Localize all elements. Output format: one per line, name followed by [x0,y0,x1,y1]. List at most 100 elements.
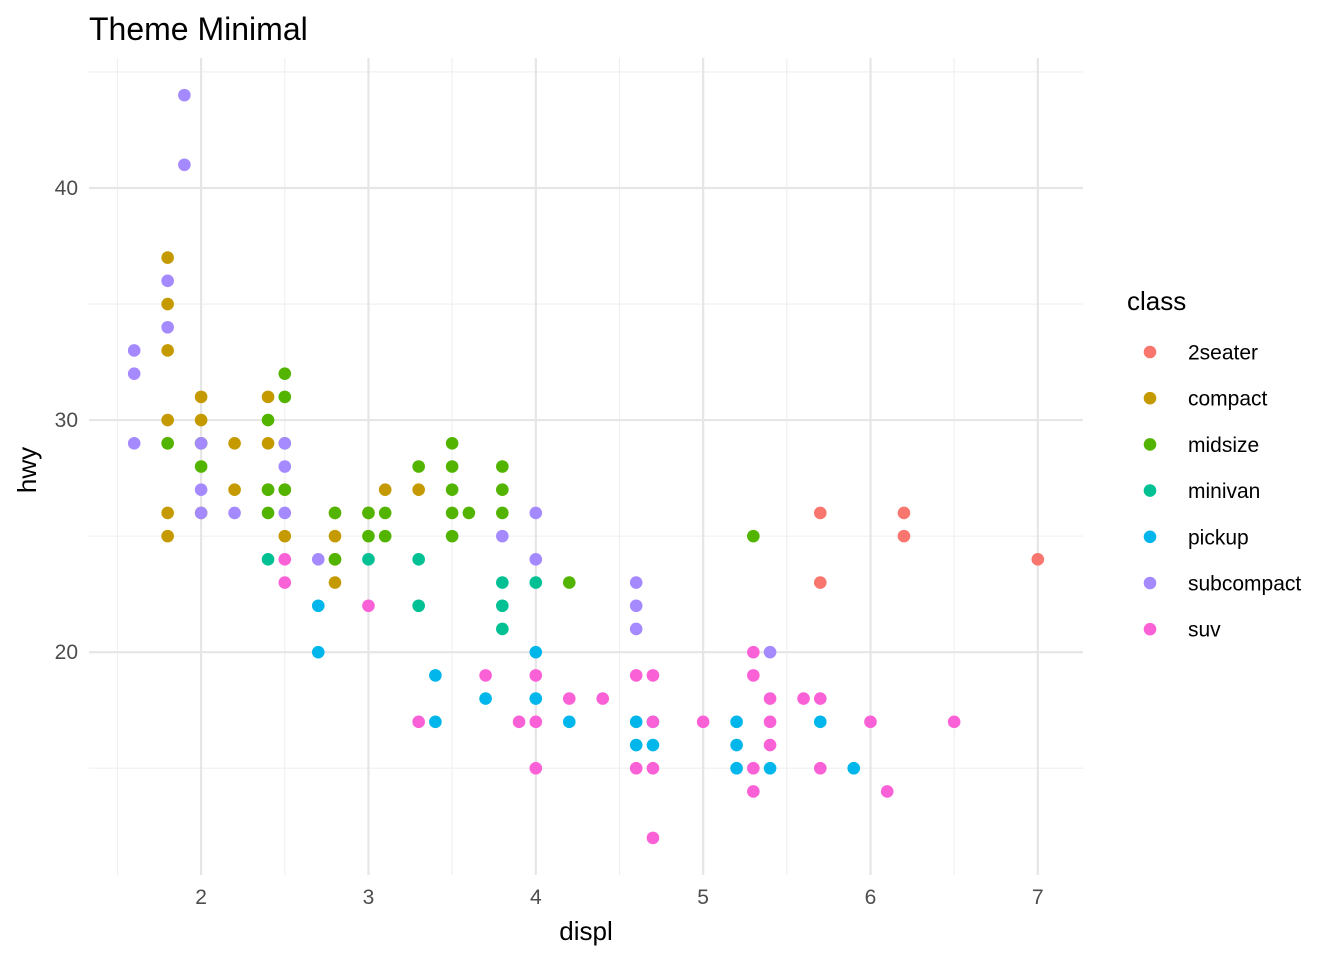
point-pickup [529,645,543,659]
point-subcompact [178,88,191,102]
point-subcompact [127,436,141,450]
point-midsize [278,390,292,404]
point-subcompact [161,320,174,334]
point-subcompact [629,599,643,613]
point-suv [646,831,660,845]
point-compact [161,297,174,311]
point-subcompact [311,553,325,566]
point-suv [947,715,961,729]
point-minivan [362,553,375,566]
point-midsize [562,576,576,589]
point-pickup [311,645,325,659]
point-minivan [496,576,509,589]
point-subcompact [278,460,292,473]
point-midsize [261,506,275,520]
point-midsize [496,460,509,473]
point-midsize [278,483,292,497]
legend-key-2seater [1143,345,1157,359]
x-axis-title: displ [559,916,612,946]
point-suv [629,761,643,775]
point-suv [763,738,777,752]
point-suv [529,715,543,729]
x-tick-label: 7 [1032,886,1044,909]
legend: class 2seater compact midsize minivan pickup… [1127,286,1301,642]
point-compact [228,483,241,497]
point-midsize [445,483,459,497]
point-midsize [328,553,342,566]
point-subcompact [127,344,141,357]
point-suv [529,669,543,682]
point-midsize [362,529,375,543]
grid [89,58,1083,875]
point-suv [880,785,894,798]
point-compact [194,390,208,404]
point-compact [194,413,208,427]
point-2seater [813,576,827,589]
point-midsize [194,460,208,473]
point-compact [328,576,342,589]
point-minivan [412,553,425,566]
point-compact [261,390,275,404]
point-subcompact [529,553,543,566]
point-suv [696,715,710,729]
point-subcompact [278,506,292,520]
point-suv [763,715,777,729]
point-compact [378,483,392,497]
legend-label-compact: compact [1188,388,1268,411]
point-subcompact [278,436,292,450]
point-midsize [496,506,509,520]
legend-title: class [1127,286,1186,316]
point-suv [747,669,760,682]
point-pickup [562,715,576,729]
x-tick-labels: 2 3 4 5 6 7 [195,886,1043,909]
point-suv [646,715,660,729]
legend-key-suv [1143,622,1157,636]
legend-label-minivan: minivan [1188,480,1260,503]
point-midsize [445,506,459,520]
point-2seater [813,506,827,520]
point-subcompact [228,506,241,520]
legend-label-subcompact: subcompact [1188,573,1301,596]
point-minivan [412,599,425,613]
point-suv [646,761,660,775]
legend-label-2seater: 2seater [1188,342,1258,365]
point-pickup [730,738,743,752]
point-suv [813,692,827,705]
point-midsize [278,367,292,380]
y-tick-label: 30 [55,409,78,432]
point-subcompact [629,576,643,589]
y-tick-label: 40 [55,177,78,200]
point-midsize [161,436,174,450]
point-pickup [646,738,660,752]
legend-key-minivan [1143,484,1157,497]
point-pickup [629,738,643,752]
point-pickup [847,761,861,775]
legend-key-compact [1143,391,1157,405]
point-midsize [328,506,342,520]
point-minivan [496,599,509,613]
legend-key-pickup [1143,530,1157,544]
point-midsize [445,460,459,473]
legend-key-midsize [1143,438,1157,451]
point-compact [278,529,292,543]
point-midsize [362,506,375,520]
point-compact [161,344,174,357]
data-points [127,88,1045,845]
point-suv [278,553,292,566]
point-subcompact [194,506,208,520]
point-compact [412,483,425,497]
legend-label-suv: suv [1188,619,1221,642]
point-suv [278,576,292,589]
point-midsize [445,529,459,543]
point-suv [747,785,760,798]
point-compact [328,529,342,543]
point-subcompact [629,622,643,636]
point-pickup [311,599,325,613]
x-tick-label: 5 [697,886,709,909]
point-minivan [496,622,509,636]
point-midsize [261,483,275,497]
point-pickup [763,761,777,775]
point-compact [161,506,174,520]
y-tick-labels: 20 30 40 [55,177,78,664]
point-suv [646,669,660,682]
